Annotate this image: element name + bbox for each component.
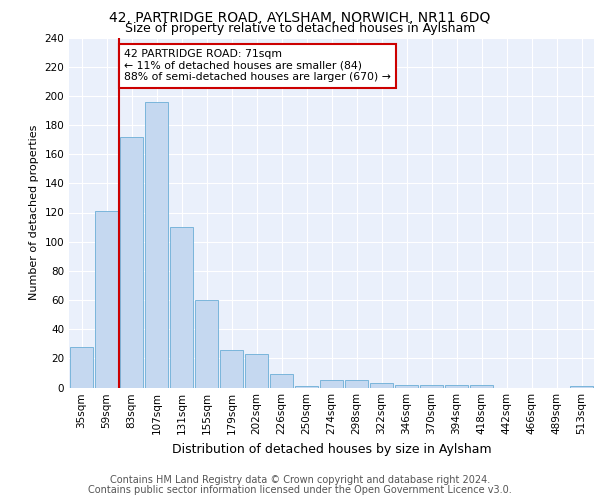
X-axis label: Distribution of detached houses by size in Aylsham: Distribution of detached houses by size … (172, 443, 491, 456)
Bar (95, 211, 118, 388)
Bar (245, 354, 268, 388)
Bar (220, 350, 244, 388)
Bar (445, 384, 469, 388)
Bar (320, 380, 343, 388)
Bar (145, 102, 169, 388)
Text: 42, PARTRIDGE ROAD, AYLSHAM, NORWICH, NR11 6DQ: 42, PARTRIDGE ROAD, AYLSHAM, NORWICH, NR… (109, 11, 491, 25)
Bar (569, 386, 593, 388)
Text: Contains public sector information licensed under the Open Government Licence v3: Contains public sector information licen… (88, 485, 512, 495)
Bar (344, 380, 368, 388)
Y-axis label: Number of detached properties: Number of detached properties (29, 125, 39, 300)
Text: 42 PARTRIDGE ROAD: 71sqm
← 11% of detached houses are smaller (84)
88% of semi-d: 42 PARTRIDGE ROAD: 71sqm ← 11% of detach… (124, 49, 391, 82)
Bar (395, 384, 418, 388)
Bar (370, 383, 394, 388)
Bar (70, 346, 94, 388)
Bar (119, 136, 143, 388)
Bar (295, 386, 319, 388)
Bar (269, 374, 293, 388)
Text: Contains HM Land Registry data © Crown copyright and database right 2024.: Contains HM Land Registry data © Crown c… (110, 475, 490, 485)
Text: Size of property relative to detached houses in Aylsham: Size of property relative to detached ho… (125, 22, 475, 35)
Bar (170, 227, 193, 388)
Bar (470, 384, 493, 388)
Bar (419, 384, 443, 388)
Bar (194, 300, 218, 388)
